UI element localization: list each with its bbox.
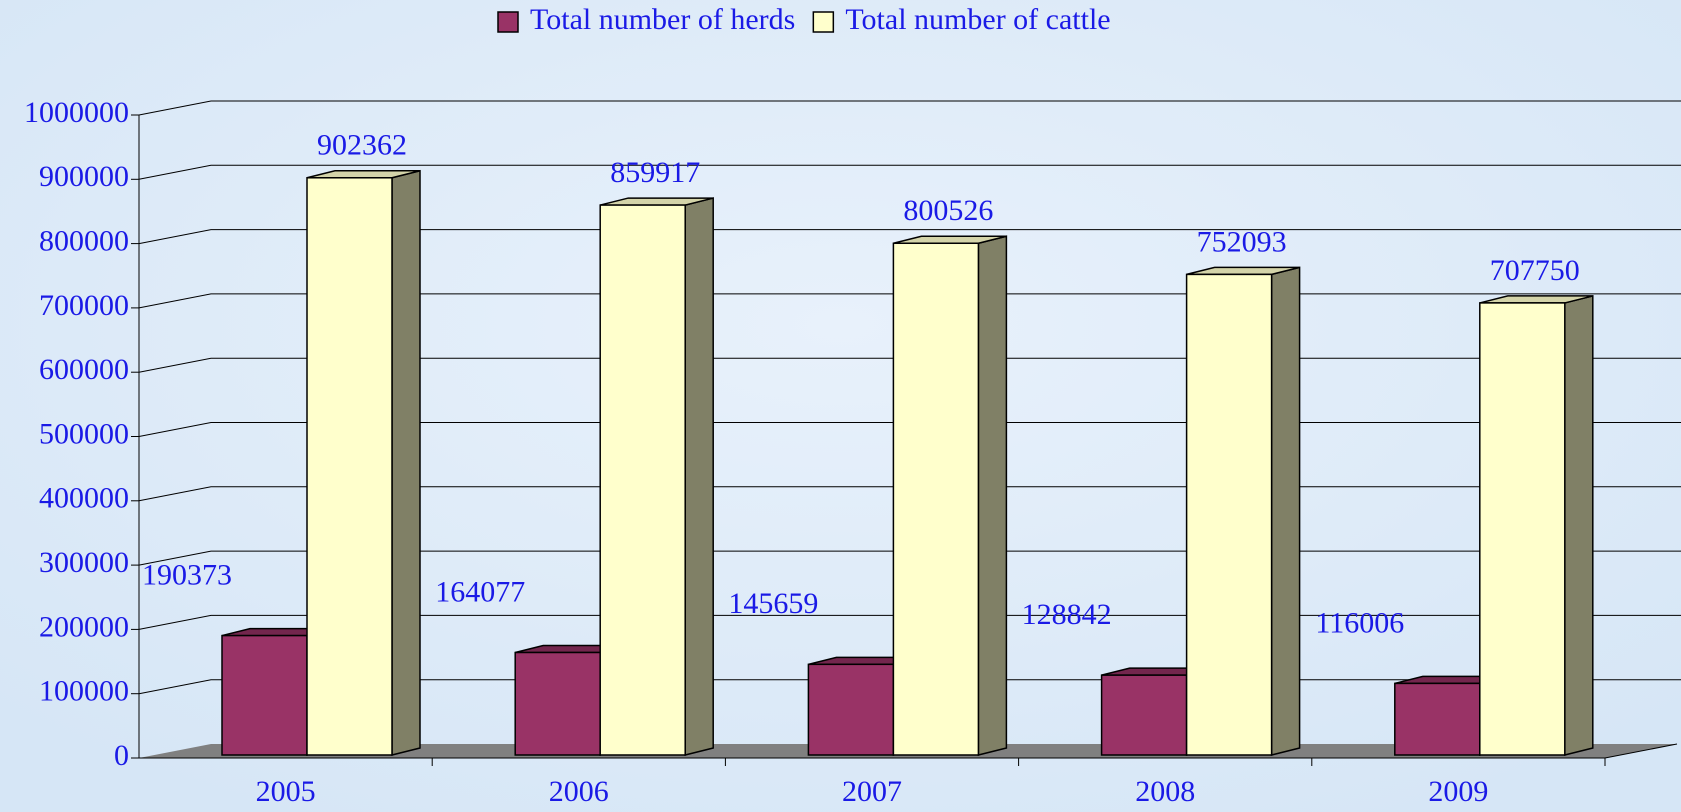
bar-front bbox=[1185, 273, 1273, 756]
bar bbox=[1185, 266, 1301, 756]
y-tick-label: 400000 bbox=[39, 482, 129, 515]
y-tick-label: 500000 bbox=[39, 417, 129, 450]
bar-side bbox=[1270, 266, 1301, 756]
y-tick-label: 1000000 bbox=[24, 96, 129, 129]
legend-label: Total number of herds bbox=[530, 3, 795, 36]
bar-front bbox=[599, 204, 686, 756]
value-label: 859917 bbox=[610, 156, 700, 189]
bar-side bbox=[977, 235, 1008, 756]
x-tick-label: 2008 bbox=[1135, 775, 1195, 808]
value-label: 128842 bbox=[1022, 598, 1112, 631]
x-axis-back bbox=[1604, 743, 1678, 759]
bar-front bbox=[1479, 302, 1566, 756]
grid-line bbox=[138, 229, 1681, 245]
x-tick-label: 2006 bbox=[549, 775, 609, 808]
legend-label: Total number of cattle bbox=[845, 3, 1110, 36]
value-label: 707750 bbox=[1490, 254, 1580, 287]
value-label: 145659 bbox=[728, 587, 818, 620]
y-tick-label: 600000 bbox=[39, 353, 129, 386]
value-label: 902362 bbox=[317, 129, 407, 162]
x-tick-label: 2005 bbox=[256, 775, 316, 808]
value-label: 752093 bbox=[1197, 225, 1287, 258]
bar bbox=[1479, 294, 1594, 756]
x-tick-label: 2007 bbox=[842, 775, 902, 808]
grid-line bbox=[138, 164, 1681, 180]
bar bbox=[306, 169, 421, 756]
legend-swatch bbox=[812, 11, 835, 33]
bar-side bbox=[684, 197, 714, 756]
grid-line bbox=[138, 100, 1681, 116]
bar-front bbox=[1100, 674, 1188, 756]
bar-front bbox=[221, 634, 308, 756]
bar-front bbox=[807, 663, 895, 756]
bar-front bbox=[514, 651, 601, 756]
legend-swatch bbox=[497, 11, 519, 33]
value-label: 116006 bbox=[1315, 606, 1404, 639]
bar-front bbox=[1394, 682, 1481, 756]
bar bbox=[892, 235, 1008, 756]
y-tick-label: 0 bbox=[114, 739, 129, 772]
x-tick-label: 2009 bbox=[1428, 775, 1488, 808]
y-tick-label: 300000 bbox=[39, 546, 129, 579]
legend: Total number of herds Total number of cat… bbox=[497, 3, 1111, 36]
bar-side bbox=[391, 169, 421, 756]
y-tick-label: 900000 bbox=[39, 160, 129, 193]
y-tick-label: 200000 bbox=[39, 610, 129, 643]
y-tick-label: 700000 bbox=[39, 289, 129, 322]
bar-front bbox=[306, 177, 393, 756]
bar-front bbox=[892, 242, 980, 756]
bar bbox=[599, 197, 714, 756]
value-label: 190373 bbox=[142, 558, 232, 591]
y-tick-label: 800000 bbox=[39, 224, 129, 257]
bar-side bbox=[1564, 294, 1594, 756]
y-tick-label: 100000 bbox=[39, 675, 129, 708]
value-label: 164077 bbox=[435, 575, 525, 608]
value-label: 800526 bbox=[903, 194, 993, 227]
